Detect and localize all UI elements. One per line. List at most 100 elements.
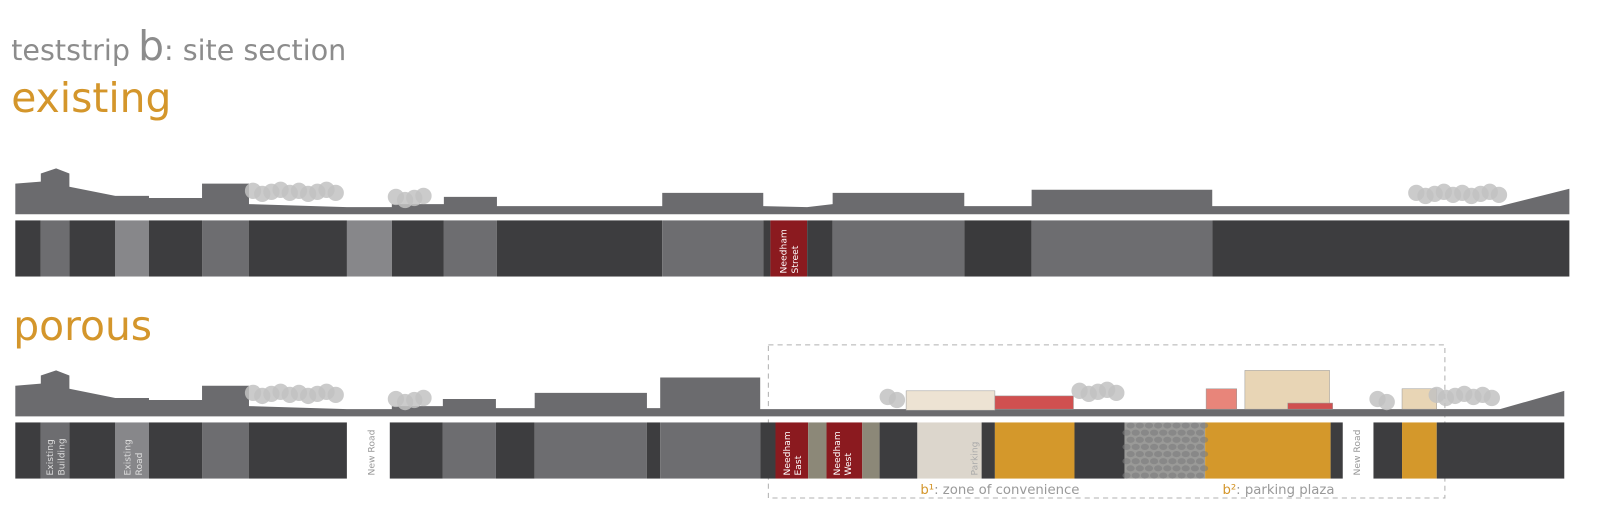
cobble — [1144, 436, 1154, 443]
strip-segment — [1330, 422, 1343, 479]
cobble — [1177, 458, 1186, 465]
label-line: Needham — [779, 229, 790, 273]
cobble — [1199, 422, 1209, 429]
cobble — [1149, 429, 1159, 436]
strip-segment — [391, 220, 444, 277]
cobble — [1181, 451, 1190, 458]
strip-segment — [646, 422, 661, 479]
proposed-building — [1205, 388, 1237, 410]
strip-segment — [1342, 422, 1374, 479]
cobble — [1163, 422, 1172, 429]
label-line: Road — [134, 452, 145, 475]
cobble — [1172, 465, 1181, 472]
strip-segment — [808, 422, 827, 479]
strip-segment — [534, 422, 647, 479]
cobble — [1144, 451, 1154, 458]
cobble — [1181, 436, 1190, 443]
cobble — [1135, 465, 1144, 472]
strip-segment — [662, 220, 764, 277]
cobble — [1172, 451, 1181, 458]
cobble — [1177, 429, 1186, 436]
cobble — [1154, 422, 1163, 429]
strip-label: New Road — [1352, 430, 1363, 476]
strip-segment — [69, 220, 116, 277]
cobble — [1199, 436, 1209, 443]
strip-segment — [15, 220, 41, 277]
annotation: b¹: zone of convenience — [920, 483, 1079, 498]
strip-segment — [496, 220, 663, 277]
cobble — [1195, 472, 1205, 479]
strip-label: New Road — [366, 430, 377, 476]
label-line: West — [843, 453, 854, 476]
cobble — [1135, 451, 1144, 458]
cobble — [1177, 443, 1186, 450]
strip-label: ExistingRoad — [123, 439, 145, 475]
cobble — [1126, 436, 1135, 443]
strip-segment — [40, 422, 70, 479]
strip-segment — [1373, 422, 1403, 479]
cobble — [1172, 422, 1181, 429]
strip-segment — [443, 220, 497, 277]
label-line: Parking — [970, 441, 981, 475]
strip-segment — [660, 422, 761, 479]
page-title: teststrip b: site section — [11, 22, 346, 70]
label-line: Existing — [45, 439, 56, 475]
annotation-text: : zone of convenience — [934, 483, 1079, 498]
cobble — [1163, 465, 1172, 472]
cobble — [1195, 458, 1205, 465]
strip-segment — [442, 422, 496, 479]
cobble — [1135, 422, 1144, 429]
title-suffix: : site section — [164, 33, 346, 67]
cobble — [1159, 458, 1168, 465]
cobble — [1163, 451, 1172, 458]
cobble — [1149, 443, 1159, 450]
label-line: Building — [56, 438, 67, 475]
cobble — [1126, 465, 1135, 472]
strip-segment — [248, 422, 347, 479]
cobble — [1186, 429, 1195, 436]
tree — [1378, 393, 1395, 411]
cobble — [1126, 422, 1135, 429]
strip-segment — [115, 422, 149, 479]
strip-segment — [760, 422, 776, 479]
cobble — [1168, 429, 1177, 436]
tree — [327, 386, 344, 404]
strip-segment — [1031, 220, 1213, 277]
tree — [415, 187, 432, 205]
strip-segment — [807, 220, 833, 277]
strip-segment — [1212, 220, 1570, 277]
cobble — [1186, 443, 1195, 450]
strip-label: ExistingBuilding — [45, 438, 67, 475]
proposed-building — [1287, 402, 1333, 410]
strip-segment — [879, 422, 918, 479]
label-line: Street — [790, 245, 801, 273]
strip-segment — [389, 422, 443, 479]
tree — [1108, 384, 1125, 402]
cobble — [1172, 436, 1181, 443]
cobble — [1122, 443, 1131, 450]
cobble — [1199, 465, 1209, 472]
cobble — [1126, 451, 1135, 458]
cobble — [1168, 472, 1177, 479]
tree — [415, 389, 432, 407]
cobble — [1159, 472, 1168, 479]
canvas: teststrip b: site section existing porous… — [11, 22, 1570, 499]
annotation: b²: parking plaza — [1222, 483, 1334, 498]
cobble — [1122, 458, 1131, 465]
strip-segment — [495, 422, 535, 479]
cobble — [1149, 472, 1159, 479]
strip-segment — [1402, 422, 1437, 479]
strip-segment — [832, 220, 965, 277]
label-line: New Road — [1352, 430, 1363, 476]
cobble — [1154, 465, 1163, 472]
section-title: porous — [13, 302, 152, 350]
label-line: East — [793, 455, 804, 475]
cobble — [1168, 458, 1177, 465]
tree — [327, 184, 344, 202]
strip-segment — [202, 422, 249, 479]
cobble — [1154, 451, 1163, 458]
strip-segment — [248, 220, 347, 277]
strip-segment — [346, 422, 390, 479]
cobble — [1199, 451, 1209, 458]
cobble — [1190, 422, 1199, 429]
